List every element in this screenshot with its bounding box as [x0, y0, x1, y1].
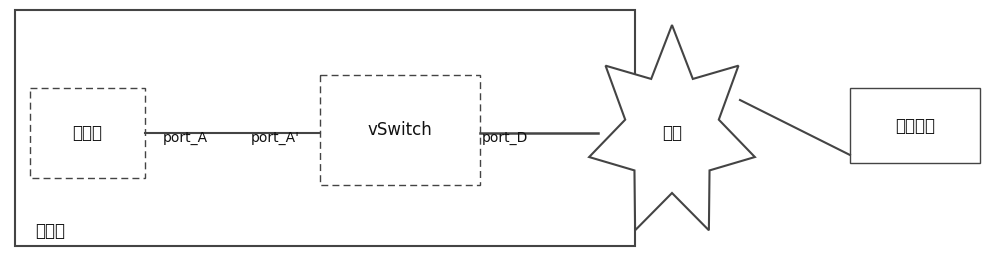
Text: port_D: port_D	[482, 131, 528, 145]
Text: vSwitch: vSwitch	[368, 121, 432, 139]
Text: 虚拟机: 虚拟机	[72, 124, 103, 142]
Text: port_A': port_A'	[250, 131, 300, 145]
Polygon shape	[589, 25, 755, 230]
Text: 宿主机: 宿主机	[35, 222, 65, 240]
Bar	[15, 10, 635, 246]
Text: port_A: port_A	[162, 131, 208, 145]
Text: 网络: 网络	[662, 124, 682, 142]
Text: 目标网络: 目标网络	[895, 116, 935, 134]
Bar	[320, 75, 480, 185]
Bar	[30, 88, 145, 178]
Bar	[850, 88, 980, 163]
